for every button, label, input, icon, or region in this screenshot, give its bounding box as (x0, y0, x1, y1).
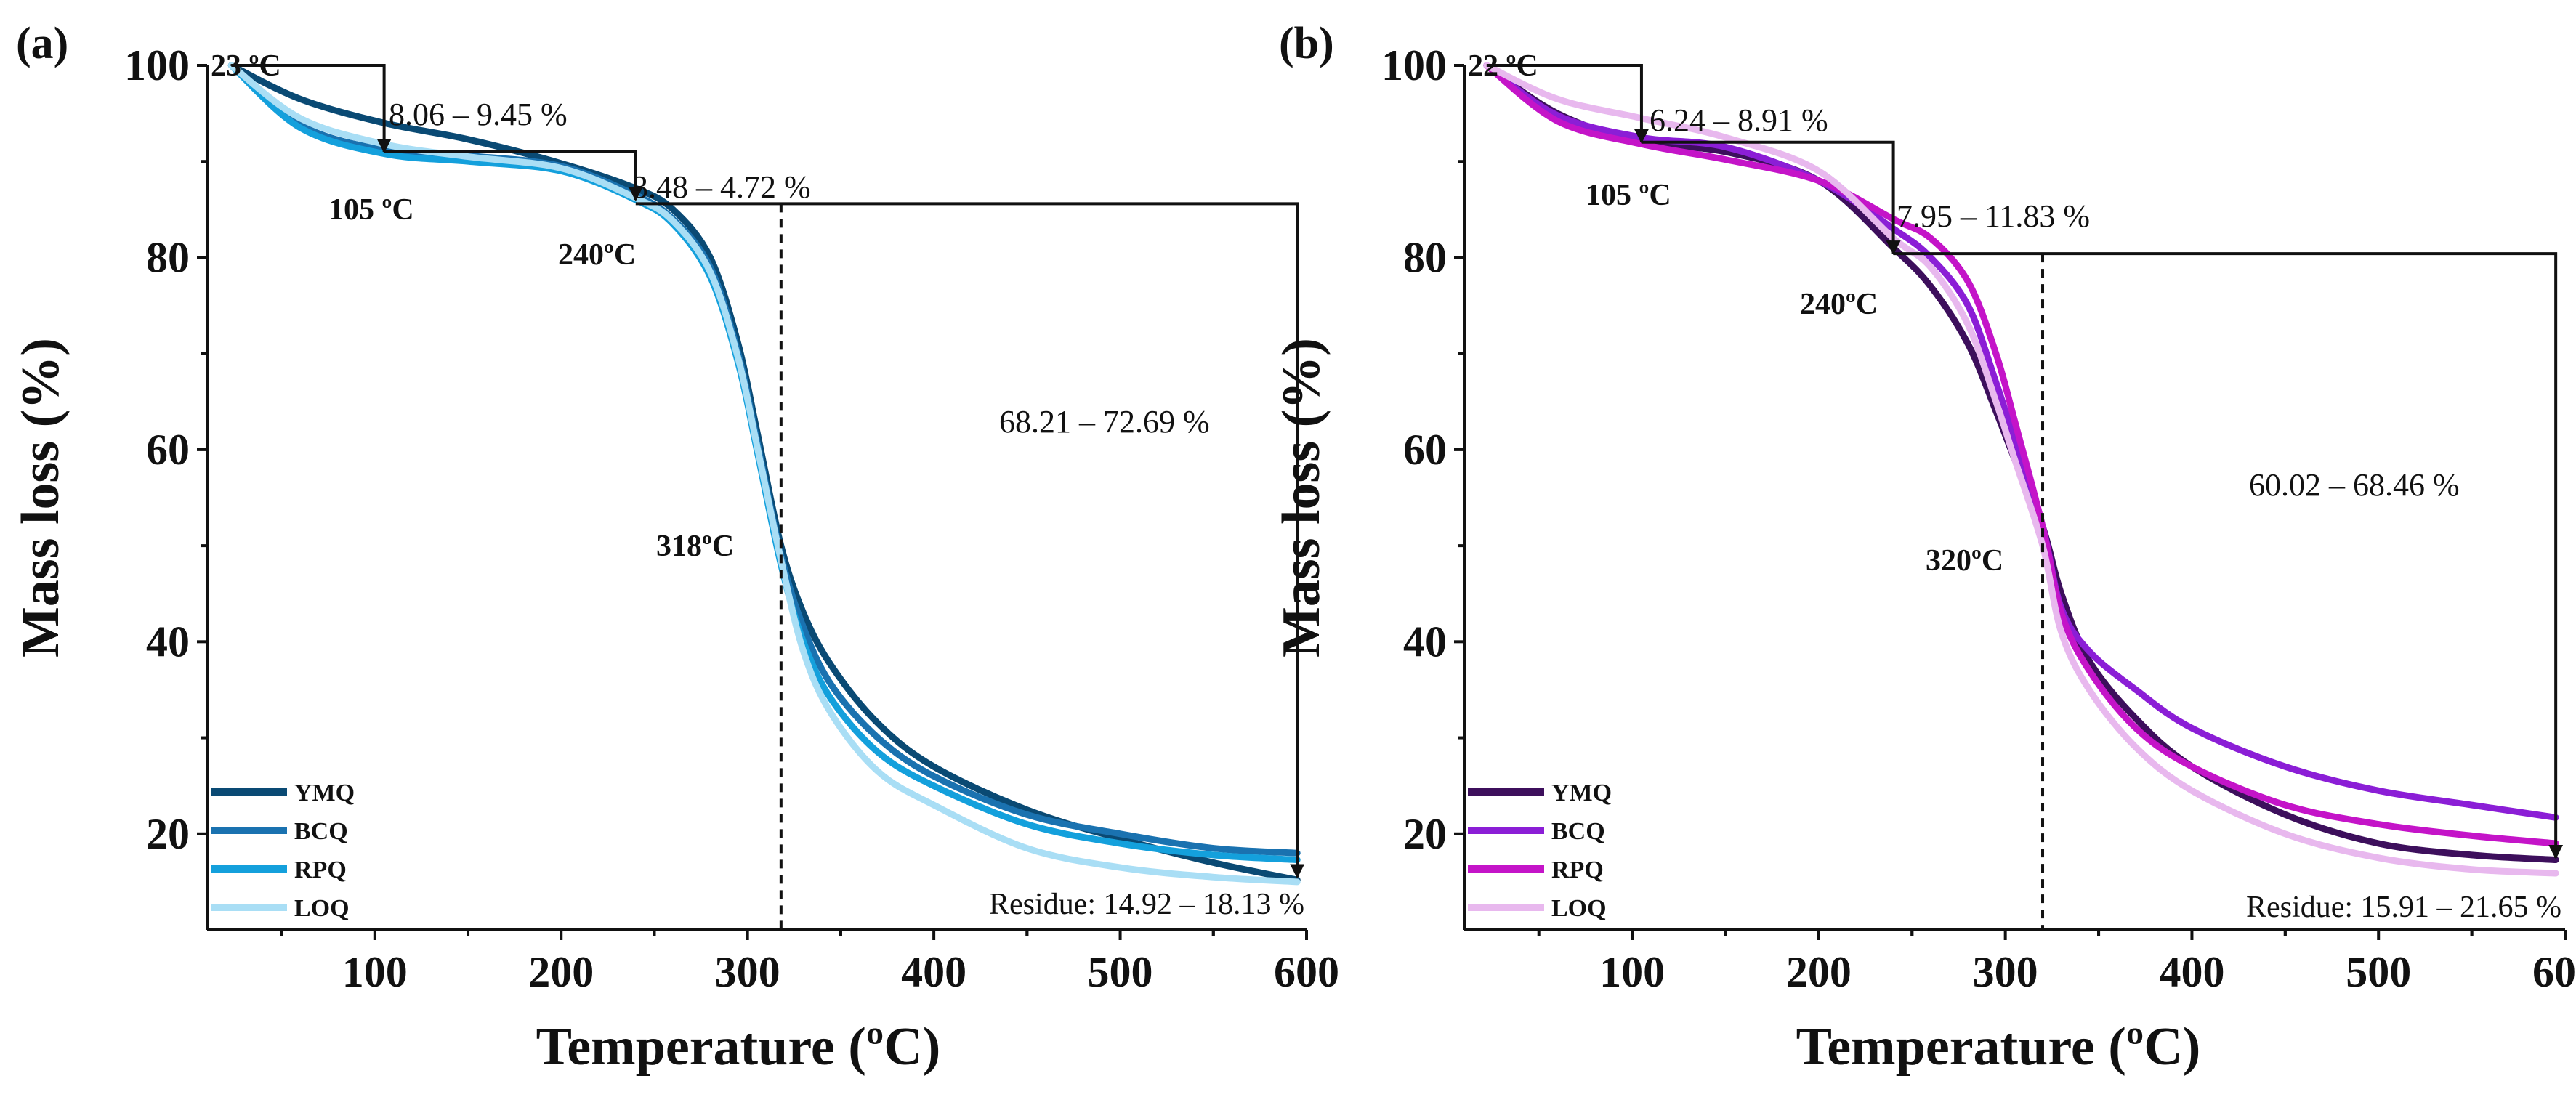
panel-a-start-temp: 23 ºC (211, 49, 281, 83)
legend-label: LOQ (1551, 895, 1607, 922)
panel-a-label: (a) (16, 19, 68, 68)
step3-arrow (635, 202, 1305, 879)
y-tick-label: 60 (1403, 426, 1447, 474)
legend-label: YMQ (1551, 780, 1612, 806)
series-line-rpq (1483, 62, 2559, 847)
legend-label: RPQ (294, 857, 347, 883)
panel-a-step3-pct: 68.21 – 72.69 % (999, 404, 1210, 440)
panel-b-legend: YMQ BCQ RPQ LOQ (1468, 780, 1612, 922)
x-tick-label: 300 (1973, 948, 2038, 996)
y-tick-label: 20 (146, 810, 190, 858)
panel-a-y-axis-title: Mass loss (%) (11, 338, 70, 657)
step2-arrow (384, 150, 643, 202)
panel-a-ticks: 100 200 300 400 500 600 20 40 60 80 100 (124, 41, 1339, 996)
x-tick-label: 300 (715, 948, 780, 996)
x-tick-label: 500 (1088, 948, 1153, 996)
panel-a-brackets (231, 64, 1305, 930)
panel-b: (b) 100 200 300 400 500 600 20 40 60 80 100 Mass l… (1272, 19, 2576, 1077)
panel-b-series-group (1483, 62, 2559, 877)
y-tick-label: 80 (1403, 233, 1447, 281)
x-tick-label: 100 (1599, 948, 1665, 996)
x-tick-label: 100 (342, 948, 408, 996)
panel-b-x-axis-title: Temperature (ºC) (1796, 1017, 2201, 1077)
y-tick-label: 100 (1381, 41, 1447, 89)
panel-b-step3-pct: 60.02 – 68.46 % (2249, 467, 2460, 503)
x-tick-label: 500 (2346, 948, 2411, 996)
y-tick-label: 40 (1403, 618, 1447, 665)
legend-label: BCQ (1551, 818, 1605, 845)
panel-b-start-temp: 22 ºC (1468, 49, 1538, 83)
panel-b-step2-pct: 7.95 – 11.83 % (1897, 198, 2090, 234)
panel-b-label: (b) (1279, 19, 1334, 68)
x-tick-label: 600 (1274, 948, 1339, 996)
panel-a-legend: YMQ BCQ RPQ LOQ (211, 780, 355, 922)
panel-b-temp-105: 105 ºC (1586, 179, 1671, 212)
panel-b-y-axis-title: Mass loss (%) (1272, 338, 1331, 657)
x-tick-label: 200 (528, 948, 594, 996)
y-tick-label: 100 (124, 41, 190, 89)
legend-label: YMQ (294, 780, 355, 806)
panel-a-residue: Residue: 14.92 – 18.13 % (989, 888, 1304, 921)
panel-a-temp-240: 240ºC (558, 238, 636, 272)
panel-b-temp-240: 240ºC (1800, 288, 1878, 321)
series-line-bcq (1483, 62, 2559, 821)
x-tick-label: 400 (2159, 948, 2224, 996)
step1-arrow (1486, 64, 1649, 144)
step1-arrow (231, 64, 392, 153)
panel-b-step1-pct: 6.24 – 8.91 % (1650, 102, 1828, 138)
panel-a-temp-105: 105 ºC (328, 193, 414, 227)
step3-arrow (1893, 252, 2564, 859)
panel-a-series-group (227, 62, 1301, 886)
panel-b-ticks: 100 200 300 400 500 600 20 40 60 80 100 (1381, 41, 2576, 996)
panel-a-step1-pct: 8.06 – 9.45 % (389, 97, 568, 132)
panel-b-brackets (1486, 64, 2564, 930)
panel-a-peak-temp: 318ºC (656, 530, 734, 563)
y-tick-label: 20 (1403, 810, 1447, 858)
panel-a-x-axis-title: Temperature (ºC) (536, 1017, 941, 1077)
panel-b-residue: Residue: 15.91 – 21.65 % (2246, 891, 2561, 924)
x-tick-label: 400 (901, 948, 966, 996)
x-tick-label: 600 (2532, 948, 2576, 996)
step2-arrow (1641, 140, 1901, 256)
legend-label: RPQ (1551, 857, 1604, 883)
panel-b-peak-temp: 320ºC (1926, 544, 2003, 578)
y-tick-label: 80 (146, 233, 190, 281)
series-line-loq (1483, 62, 2559, 877)
legend-label: LOQ (294, 895, 350, 922)
x-tick-label: 200 (1786, 948, 1852, 996)
panel-a-step2-pct: 3.48 – 4.72 % (632, 169, 811, 205)
y-tick-label: 40 (146, 618, 190, 665)
series-line-loq (227, 62, 1301, 886)
y-tick-label: 60 (146, 426, 190, 474)
legend-label: BCQ (294, 818, 348, 845)
panel-a: (a) 100 200 300 400 500 600 20 40 60 80 100 Mass l… (11, 19, 1339, 1077)
